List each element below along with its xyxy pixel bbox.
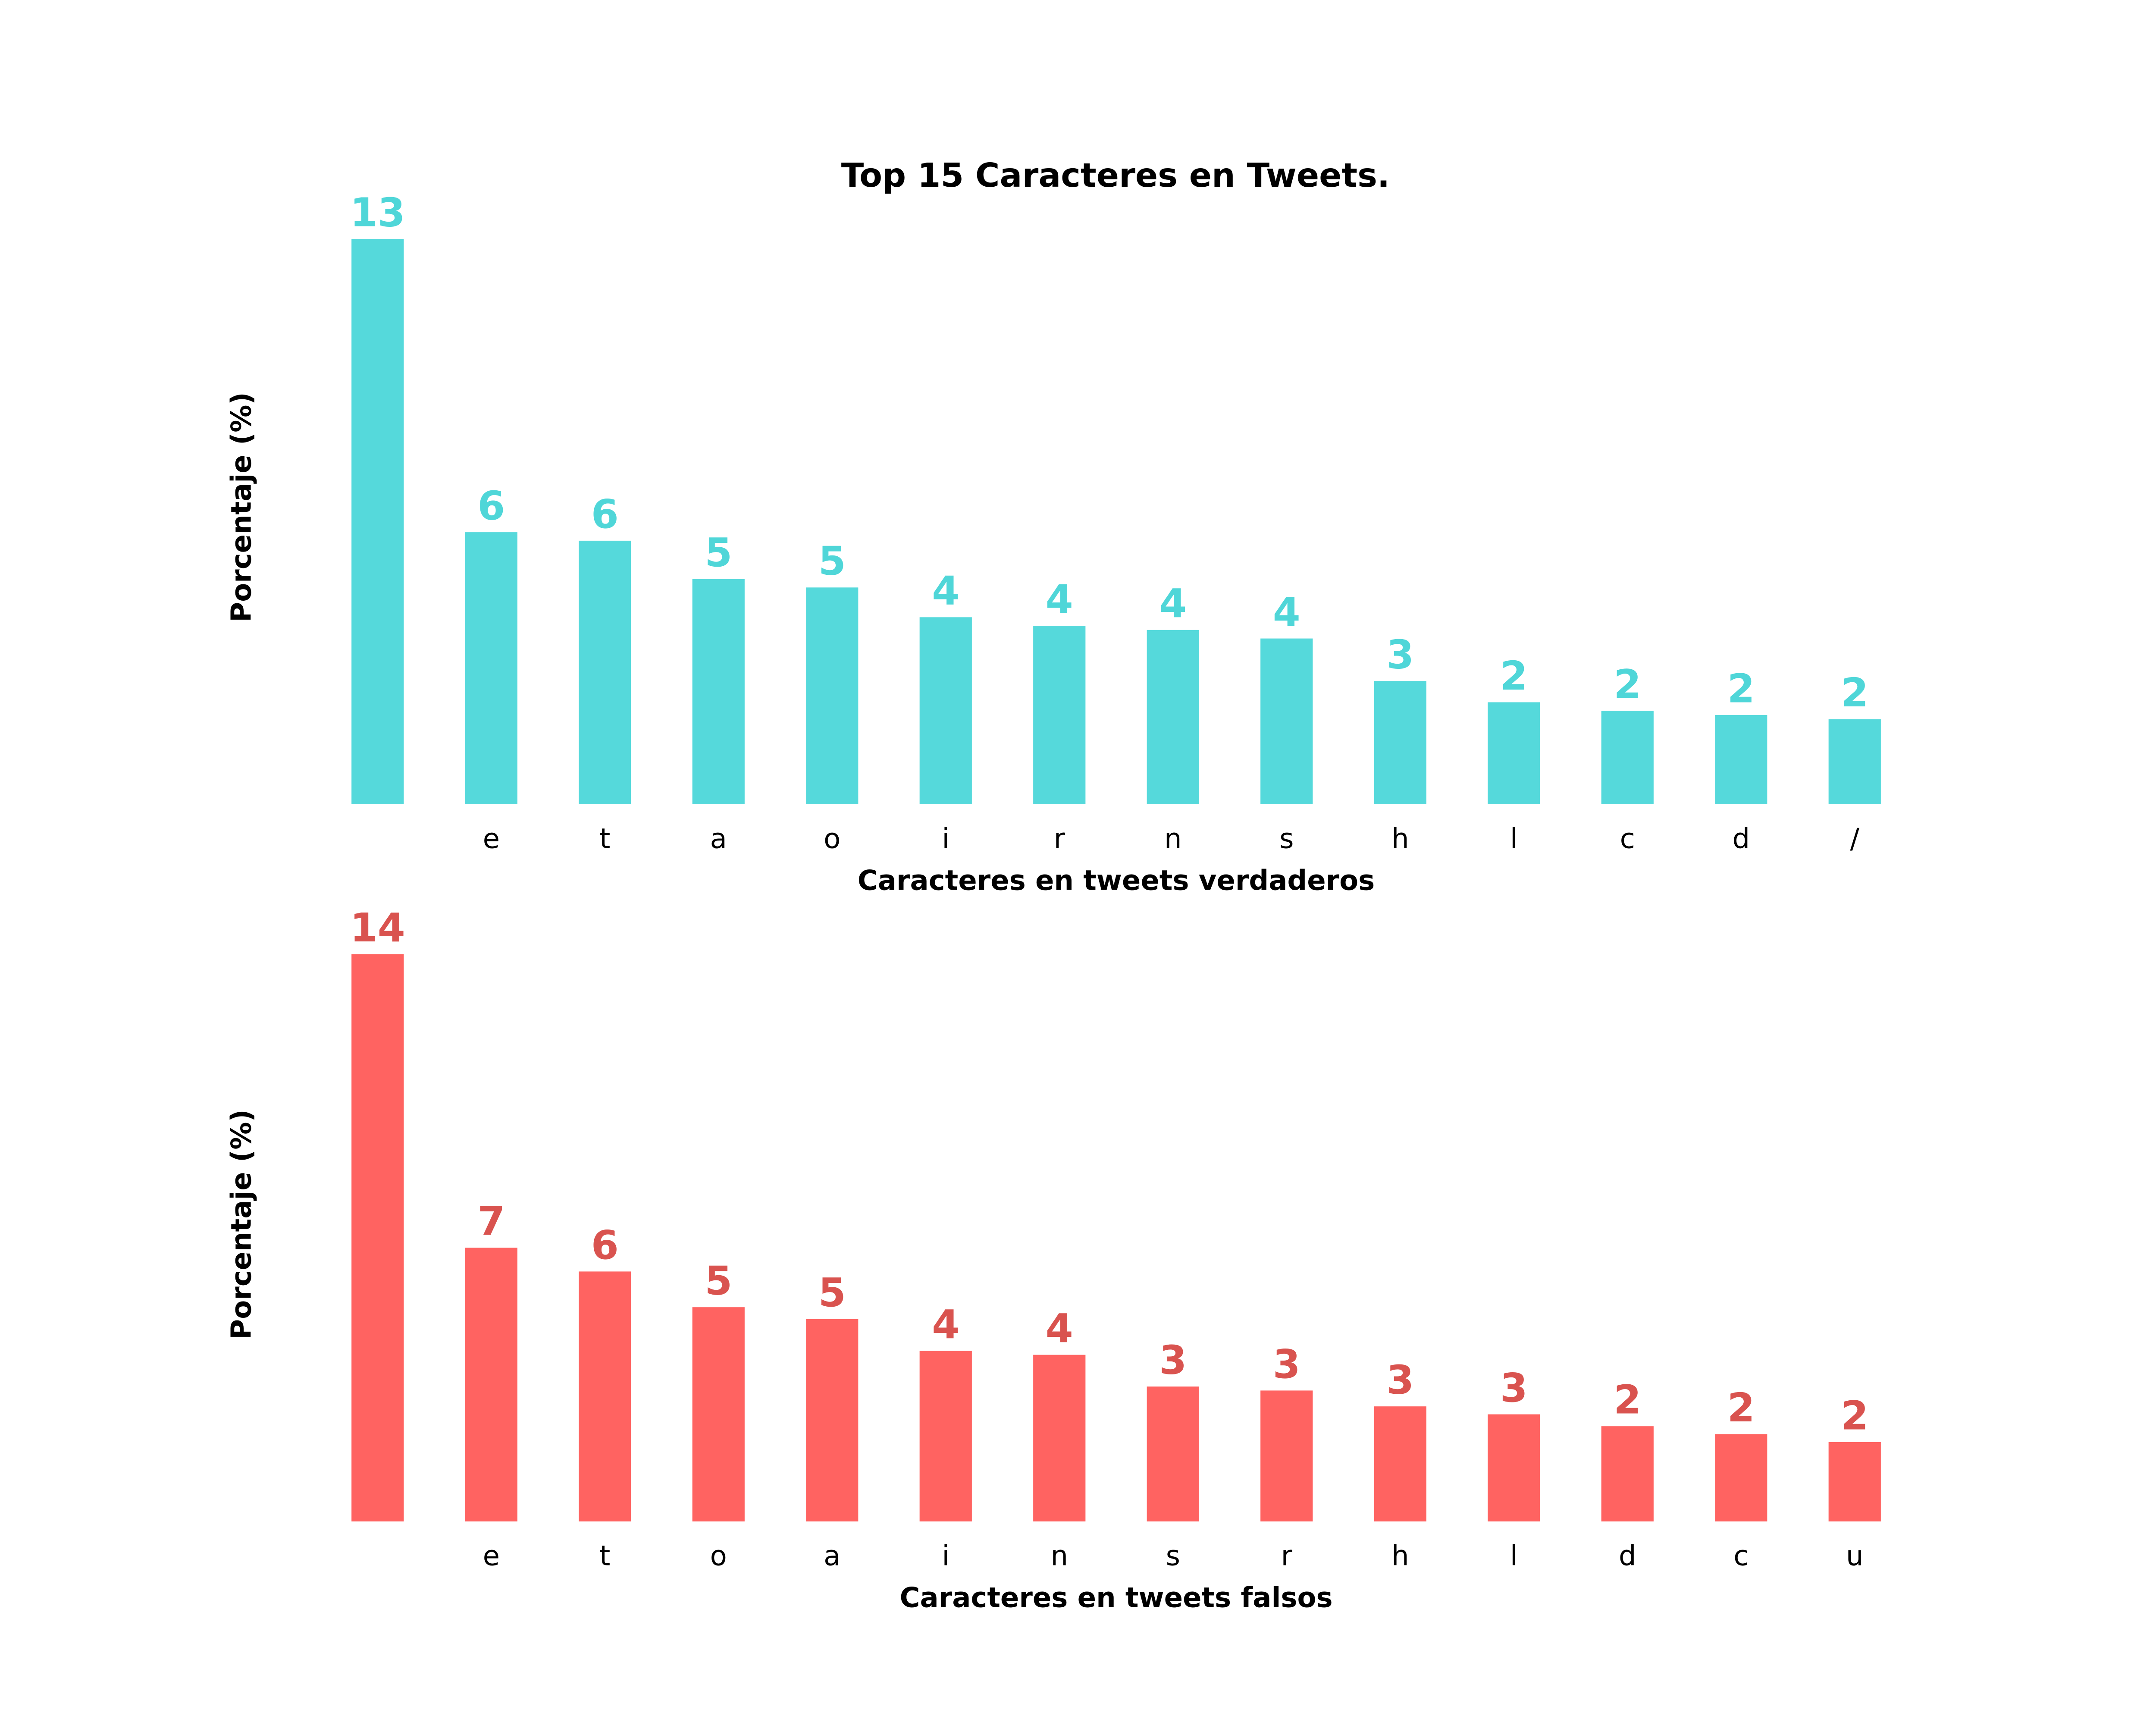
x-tick-label: r — [1281, 1540, 1293, 1572]
value-label: 2 — [1727, 1385, 1755, 1431]
bar — [351, 239, 404, 804]
value-label: 2 — [1614, 1377, 1641, 1423]
bar — [692, 579, 745, 804]
value-label: 6 — [591, 491, 619, 537]
value-label: 4 — [1273, 589, 1300, 635]
bar — [1488, 702, 1540, 804]
bar — [1260, 1390, 1313, 1521]
bar — [465, 1248, 517, 1521]
x-tick-label: h — [1391, 1540, 1409, 1572]
value-label: 6 — [477, 483, 505, 529]
value-label: 4 — [1046, 1305, 1073, 1352]
bar — [1033, 1355, 1086, 1521]
value-label: 2 — [1727, 665, 1755, 712]
x-tick-label: t — [599, 1540, 610, 1572]
x-tick-label: o — [824, 823, 840, 855]
x-axis-label: Caracteres en tweets verdaderos — [858, 865, 1375, 897]
bar — [1374, 1406, 1426, 1521]
x-tick-label: n — [1164, 823, 1182, 855]
value-label: 3 — [1273, 1341, 1300, 1387]
y-axis-label: Porcentaje (%) — [226, 392, 258, 622]
x-tick-label: t — [599, 823, 610, 855]
x-tick-label: d — [1732, 823, 1750, 855]
x-tick-label: r — [1054, 823, 1065, 855]
value-label: 4 — [1046, 576, 1073, 622]
bar — [919, 617, 972, 804]
value-label: 13 — [350, 189, 405, 235]
bar — [1601, 711, 1654, 804]
bar — [1147, 630, 1199, 804]
value-label: 4 — [1159, 580, 1187, 627]
value-label: 4 — [932, 568, 959, 614]
value-label: 5 — [705, 530, 732, 576]
value-label: 3 — [1386, 1357, 1414, 1403]
x-tick-label: e — [483, 1540, 500, 1572]
value-label: 3 — [1500, 1365, 1528, 1411]
x-tick-label: c — [1620, 823, 1635, 855]
bar — [579, 540, 631, 804]
bar — [919, 1351, 972, 1521]
x-tick-label: e — [483, 823, 500, 855]
value-label: 2 — [1841, 1393, 1868, 1439]
bar — [692, 1307, 745, 1521]
value-label: 2 — [1841, 670, 1868, 716]
x-tick-label: c — [1733, 1540, 1749, 1572]
x-tick-label: l — [1510, 823, 1518, 855]
value-label: 14 — [350, 905, 405, 951]
value-label: 6 — [591, 1222, 619, 1268]
x-tick-label: u — [1846, 1540, 1864, 1572]
value-label: 5 — [818, 538, 846, 584]
x-tick-label: / — [1850, 823, 1859, 855]
value-label: 4 — [932, 1302, 959, 1348]
x-tick-label: n — [1050, 1540, 1068, 1572]
x-axis-label: Caracteres en tweets falsos — [899, 1582, 1332, 1614]
y-axis-label: Porcentaje (%) — [226, 1109, 258, 1339]
bar — [1828, 719, 1881, 804]
bar — [1488, 1414, 1540, 1521]
bar — [806, 1319, 859, 1521]
x-tick-label: a — [824, 1540, 840, 1572]
bar — [1374, 681, 1426, 804]
x-tick-label: a — [710, 823, 727, 855]
value-label: 2 — [1500, 653, 1528, 699]
bar — [1147, 1386, 1199, 1521]
bar — [1033, 626, 1086, 804]
x-tick-label: h — [1391, 823, 1409, 855]
bar — [1260, 638, 1313, 804]
bar — [1601, 1426, 1654, 1521]
bar — [351, 954, 404, 1521]
x-tick-label: i — [942, 823, 950, 855]
value-label: 7 — [477, 1198, 505, 1245]
x-tick-label: d — [1619, 1540, 1636, 1572]
x-tick-label: i — [942, 1540, 950, 1572]
bar — [1715, 1434, 1767, 1521]
x-tick-label: o — [710, 1540, 727, 1572]
x-tick-label: l — [1510, 1540, 1518, 1572]
bar — [1715, 715, 1767, 804]
value-label: 2 — [1614, 662, 1641, 708]
value-label: 5 — [818, 1270, 846, 1316]
value-label: 5 — [705, 1258, 732, 1304]
bar — [579, 1271, 631, 1521]
bar — [1828, 1442, 1881, 1521]
value-label: 3 — [1159, 1337, 1187, 1383]
bar — [806, 587, 859, 804]
value-label: 3 — [1386, 632, 1414, 678]
x-tick-label: s — [1279, 823, 1294, 855]
x-tick-label: s — [1166, 1540, 1180, 1572]
chart-title: Top 15 Caracteres en Tweets. — [841, 157, 1390, 195]
bar — [465, 532, 517, 804]
